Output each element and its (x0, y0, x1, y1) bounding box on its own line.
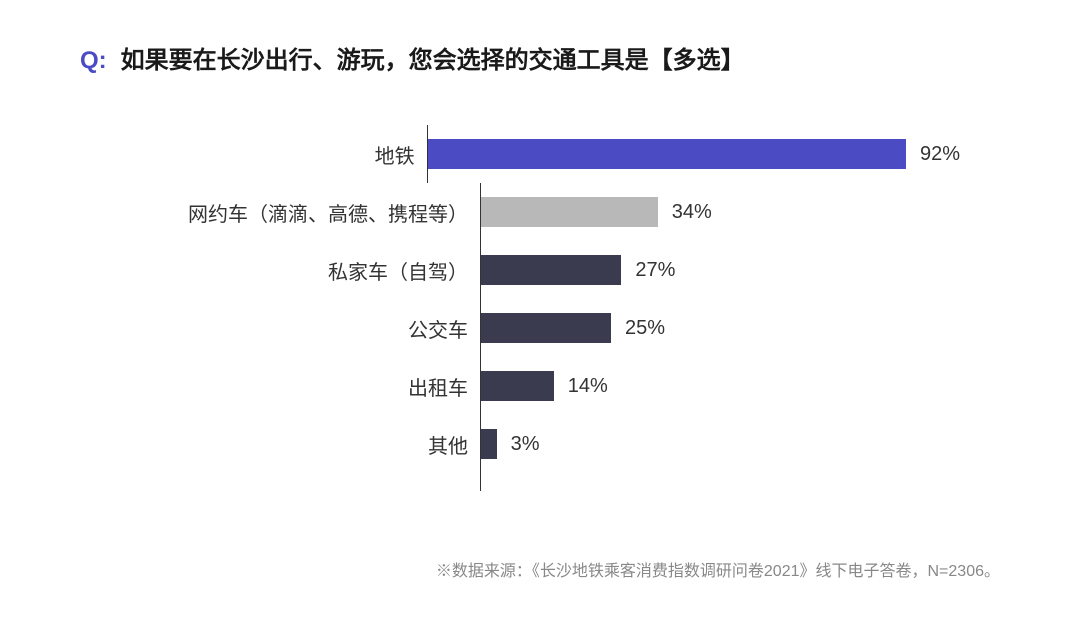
bar-row: 出租车 14% (140, 357, 960, 415)
question-title: Q: 如果要在长沙出行、游玩，您会选择的交通工具是【多选】 (80, 40, 1000, 75)
bar (481, 371, 554, 401)
bar-label: 公交车 (140, 314, 480, 343)
bar-area: 34% (480, 183, 960, 241)
bar (481, 255, 621, 285)
bar-value: 14% (568, 375, 608, 398)
bar-label: 地铁 (140, 140, 427, 169)
bar-value: 92% (920, 143, 960, 166)
question-prefix: Q: (80, 47, 107, 75)
bar (481, 429, 497, 459)
bar-row: 网约车（滴滴、高德、携程等） 34% (140, 183, 960, 241)
bar-label: 网约车（滴滴、高德、携程等） (140, 198, 480, 227)
bar-area: 27% (480, 241, 960, 299)
bar (481, 313, 611, 343)
bar-row: 私家车（自驾） 27% (140, 241, 960, 299)
bar-value: 25% (625, 317, 665, 340)
bar-area: 3% (480, 415, 960, 473)
bar-area: 92% (427, 125, 960, 183)
bar-area: 14% (480, 357, 960, 415)
bar-row: 地铁 92% (140, 125, 960, 183)
bar-value: 34% (672, 201, 712, 224)
bar-area: 25% (480, 299, 960, 357)
bar-label: 其他 (140, 430, 480, 459)
bar-label: 出租车 (140, 372, 480, 401)
source-note: ※数据来源：《长沙地铁乘客消费指数调研问卷2021》线下电子答卷，N=2306。 (436, 557, 1000, 581)
bar-value: 27% (635, 259, 675, 282)
bar (428, 139, 906, 169)
question-text: 如果要在长沙出行、游玩，您会选择的交通工具是【多选】 (121, 40, 745, 75)
bar-row: 公交车 25% (140, 299, 960, 357)
bar-label: 私家车（自驾） (140, 256, 480, 285)
bar-value: 3% (511, 433, 540, 456)
bar-row: 其他 3% (140, 415, 960, 473)
bar-chart: 地铁 92% 网约车（滴滴、高德、携程等） 34% 私家车（自驾） 27% 公交车 25% 出租… (140, 125, 960, 491)
bar (481, 197, 658, 227)
axis-extension (480, 473, 481, 491)
